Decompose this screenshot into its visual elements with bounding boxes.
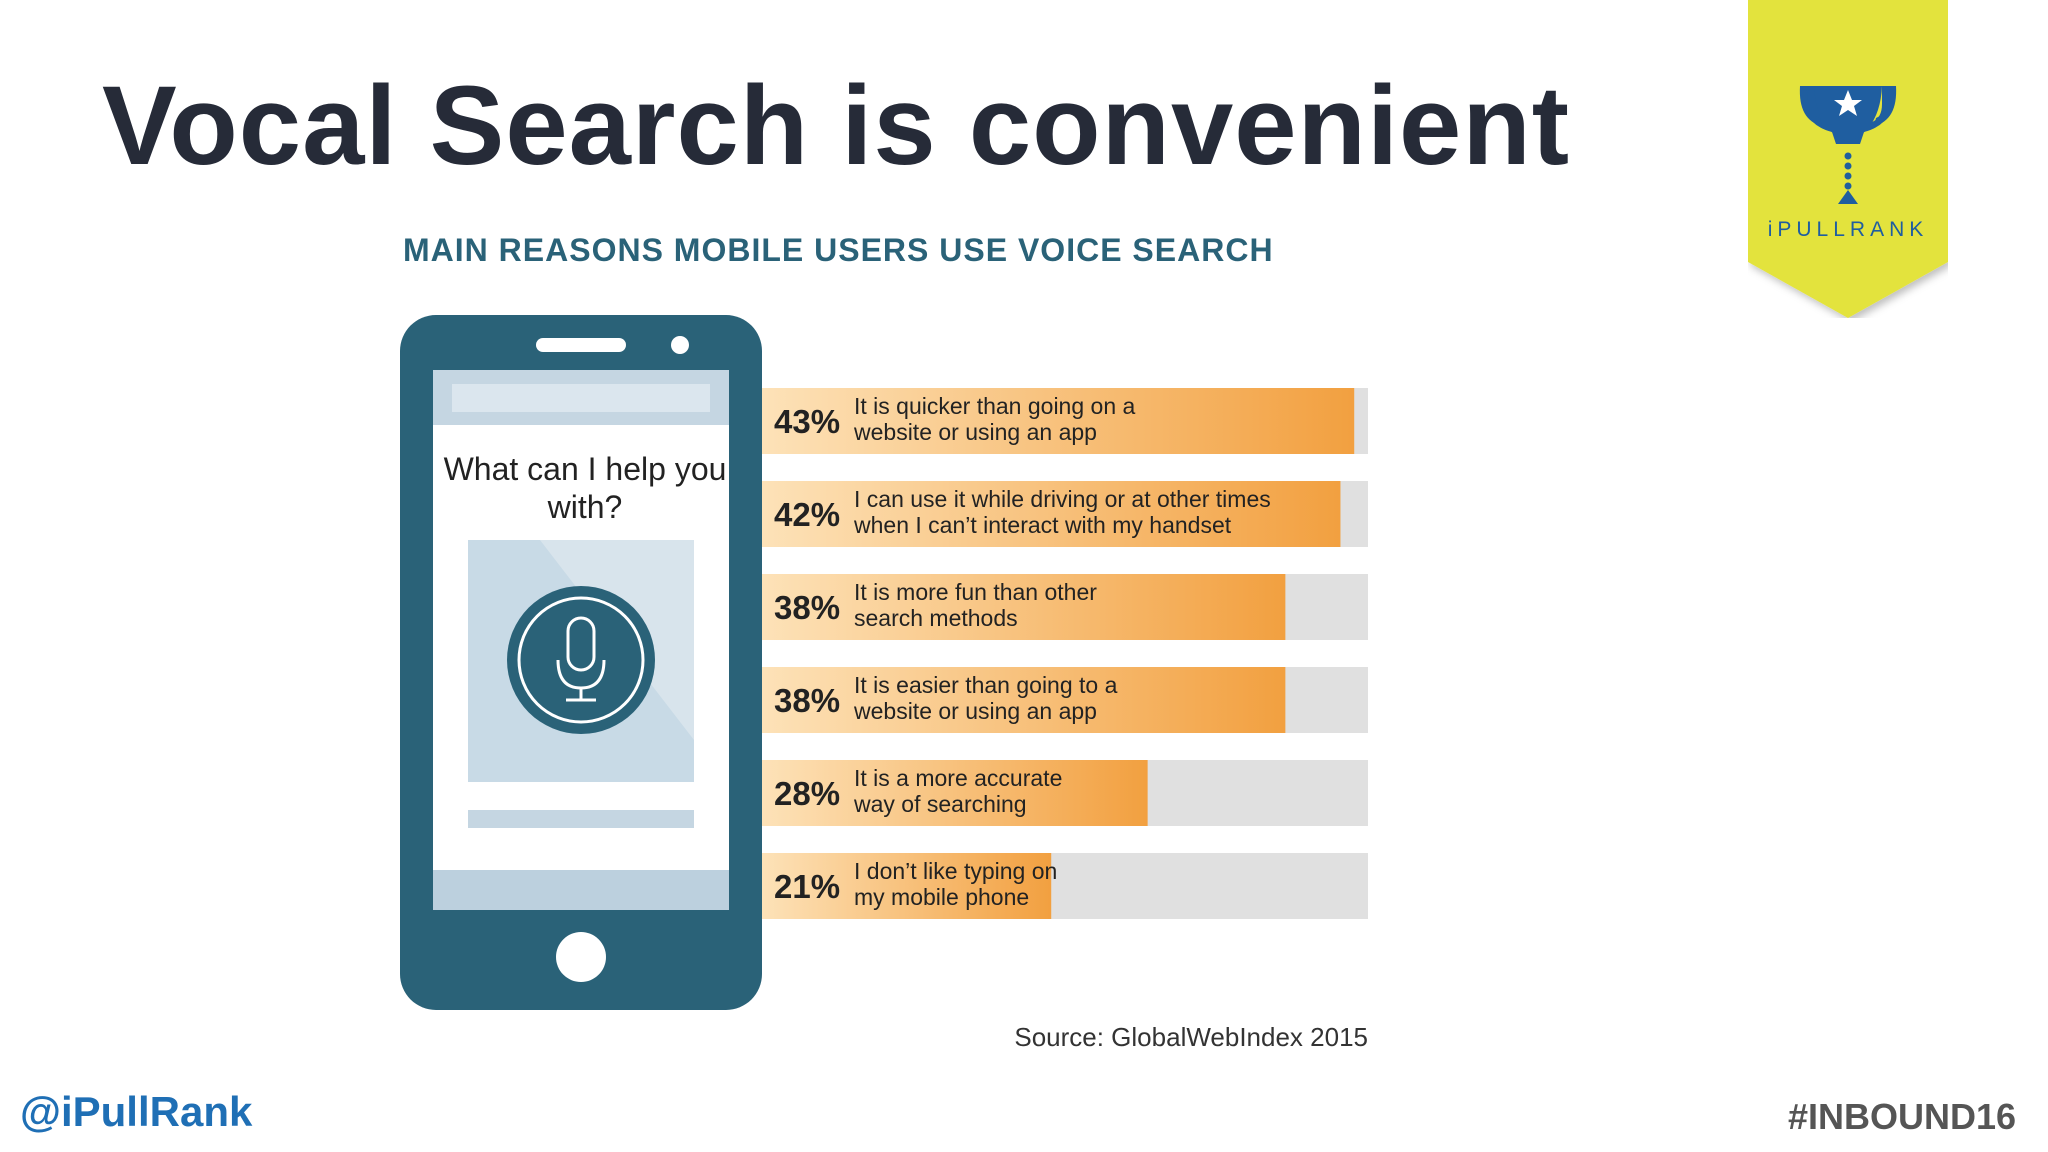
bar-category-label: It is a more accurate [854, 765, 1062, 791]
chart-title: MAIN REASONS MOBILE USERS USE VOICE SEAR… [403, 232, 1274, 268]
bar-category-label: It is more fun than other [854, 579, 1097, 605]
bar-value-label: 43% [774, 403, 840, 440]
bar-category-label: way of searching [853, 791, 1027, 817]
bar [762, 574, 1286, 640]
bar [762, 388, 1355, 454]
bar-category-label: I can use it while driving or at other t… [854, 486, 1271, 512]
badge-label: iPULLRANK [1767, 218, 1929, 241]
bar-category-label: search methods [854, 605, 1018, 631]
bar [762, 760, 1148, 826]
bar-category-label: when I can’t interact with my handset [853, 512, 1232, 538]
bar [762, 667, 1286, 733]
slide-title: Vocal Search is convenient [102, 63, 1571, 188]
bar-category-label: my mobile phone [854, 884, 1029, 910]
bar-value-label: 38% [774, 682, 840, 719]
brand-badge [1748, 0, 1948, 318]
bar [762, 481, 1341, 547]
event-hashtag: #INBOUND16 [1787, 1096, 2016, 1137]
bar-category-label: I don’t like typing on [854, 858, 1057, 884]
bar-category-label: It is easier than going to a [854, 672, 1118, 698]
bar-value-label: 21% [774, 868, 840, 905]
bar-category-label: It is quicker than going on a [854, 393, 1135, 419]
chart-source: Source: GlobalWebIndex 2015 [1014, 1022, 1368, 1052]
twitter-handle[interactable]: @iPullRank [20, 1088, 253, 1135]
microphone-icon [507, 586, 655, 734]
bar-category-label: website or using an app [853, 698, 1097, 724]
bar-value-label: 42% [774, 496, 840, 533]
home-button [556, 932, 606, 982]
trophy-icon [1799, 86, 1897, 204]
phone-prompt: What can I help you with? [443, 451, 727, 525]
bar-value-label: 28% [774, 775, 840, 812]
bar-category-label: website or using an app [853, 419, 1097, 445]
bar [762, 853, 1052, 919]
bar-value-label: 38% [774, 589, 840, 626]
